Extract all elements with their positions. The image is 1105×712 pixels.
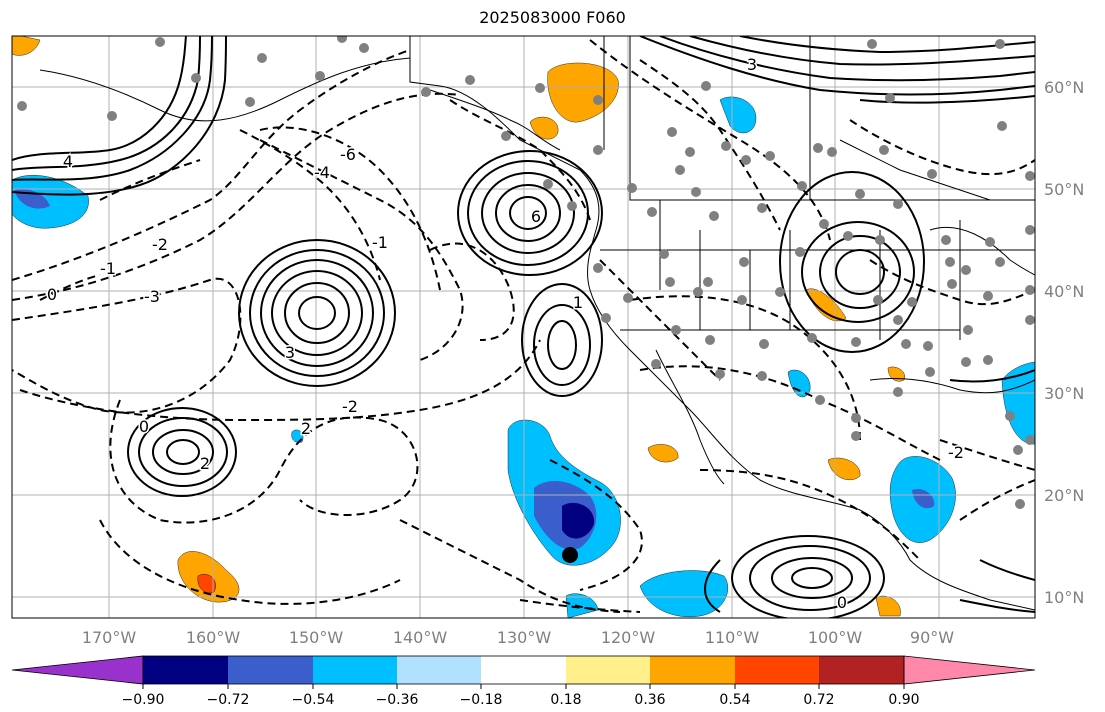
contour-label: -2 (342, 397, 358, 416)
colorbar-tick-label: −0.90 (122, 692, 165, 708)
contour-label: 2 (200, 454, 210, 473)
colorbar-segment (397, 656, 481, 684)
colorbar-tick-label: 0.72 (803, 692, 834, 708)
colorbar-high-extend (903, 655, 1036, 685)
colorbar-segment (228, 656, 313, 684)
contour-label: 0 (47, 285, 57, 304)
contour-label: -6 (340, 145, 356, 164)
colorbar-tick-label: 0.90 (888, 692, 919, 708)
gridlines (12, 36, 1035, 618)
colorbar-segment (735, 656, 819, 684)
contour-label: 0 (837, 593, 847, 612)
lat-label: 40°N (1044, 282, 1084, 301)
colorbar-segment (143, 656, 228, 684)
contour-label: -1 (100, 259, 116, 278)
storm-center-marker (562, 547, 578, 563)
contour-label: -1 (372, 233, 388, 252)
contour-label: 6 (531, 207, 541, 226)
colorbar-segment (313, 656, 397, 684)
colorbar-tick-label: −0.54 (292, 692, 335, 708)
colorbar-tick-label: −0.36 (376, 692, 419, 708)
colorbar-frame (142, 655, 905, 685)
warm-region (647, 444, 679, 463)
contour-label: -3 (144, 287, 160, 306)
contour-label: 1 (573, 293, 583, 312)
lon-label: 120°W (601, 628, 656, 647)
warm-region (875, 595, 901, 617)
colorbar-segment (481, 656, 566, 684)
contour-label: 4 (63, 152, 73, 171)
colorbar-tick-label: 0.18 (550, 692, 581, 708)
lat-label: 60°N (1044, 78, 1084, 97)
lon-label: 130°W (497, 628, 552, 647)
cool-region (912, 488, 935, 509)
dashed-contours (12, 39, 1035, 613)
lat-label: 10°N (1044, 588, 1084, 607)
warm-region (547, 62, 619, 123)
colorbar-tick-label: 0.54 (719, 692, 750, 708)
warm-region (805, 288, 847, 322)
contour-label: 2 (301, 419, 311, 438)
warm-region (887, 366, 905, 382)
lat-label: 20°N (1044, 486, 1084, 505)
lat-label: 50°N (1044, 180, 1084, 199)
colorbar-tick-label: −0.72 (207, 692, 250, 708)
contour-label: -2 (948, 443, 964, 462)
contour-label: -2 (152, 235, 168, 254)
warm-region (529, 116, 559, 140)
solid-contours (12, 36, 1035, 618)
map-title: 2025083000 F060 (479, 8, 626, 27)
colorbar-tick-label: 0.36 (634, 692, 665, 708)
longitude-labels: 170°W 160°W 150°W 140°W 130°W 120°W 110°… (82, 628, 954, 647)
contour-label: 0 (139, 417, 149, 436)
colorbar: −0.90 −0.72 −0.54 −0.36 −0.18 0.18 0.36 … (11, 655, 1036, 708)
lon-label: 140°W (393, 628, 448, 647)
warm-region (197, 574, 216, 594)
map-frame (11, 35, 1036, 619)
colorbar-tick-label: −0.18 (460, 692, 503, 708)
latitude-labels: 60°N 50°N 40°N 30°N 20°N 10°N (1044, 78, 1084, 607)
contour-labels: -2 0 2 4 6 -6 -4 -3 -1 1 3 -2 0 2 3 -2 0… (45, 54, 965, 614)
colorbar-segment (566, 656, 650, 684)
cool-region (14, 188, 50, 209)
station-markers (17, 36, 1035, 509)
lon-label: 100°W (808, 628, 863, 647)
lon-label: 110°W (705, 628, 760, 647)
contour-label: -4 (314, 163, 330, 182)
colorbar-segment (819, 656, 904, 684)
lon-label: 160°W (186, 628, 241, 647)
cool-region (562, 502, 595, 539)
lon-label: 90°W (910, 628, 954, 647)
colorbar-low-extend (11, 655, 144, 685)
lon-label: 150°W (289, 628, 344, 647)
lat-label: 30°N (1044, 384, 1084, 403)
contour-label: 3 (747, 55, 757, 74)
cool-region (787, 369, 811, 398)
lon-label: 170°W (82, 628, 137, 647)
contour-label: 3 (285, 343, 295, 362)
colorbar-segment (650, 656, 735, 684)
cool-region (719, 96, 757, 134)
